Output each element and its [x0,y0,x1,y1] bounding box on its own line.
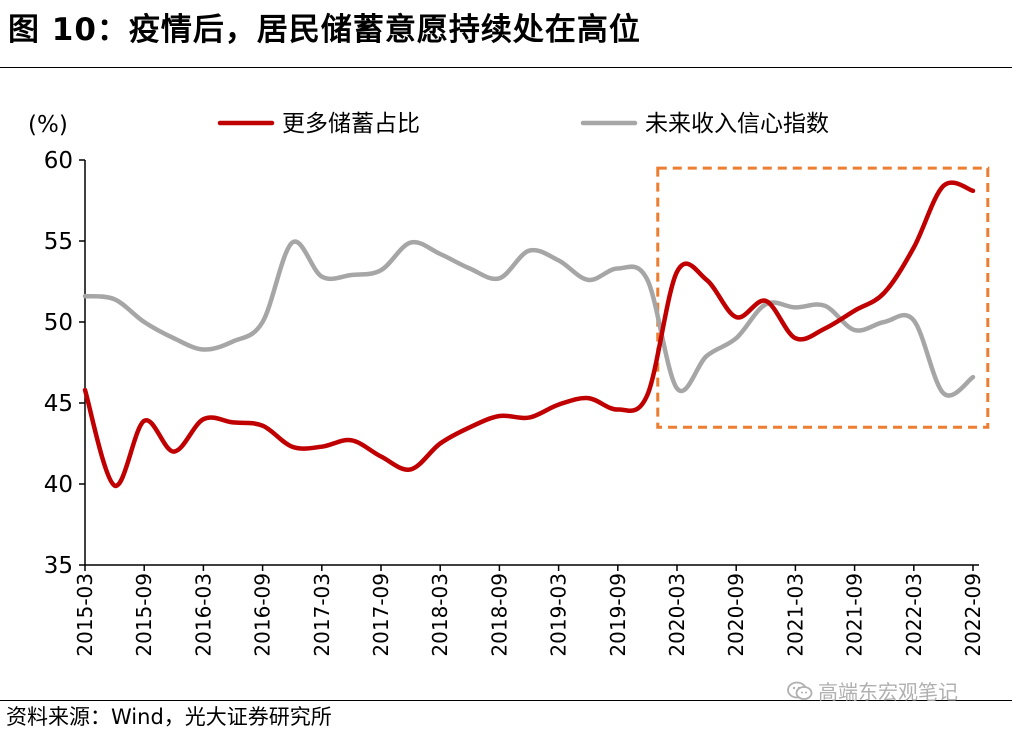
x-tick-label: 2021-03 [783,573,807,657]
y-tick-label: 45 [44,391,73,417]
x-tick-label: 2016-09 [251,573,275,657]
x-tick-label: 2020-09 [724,573,748,657]
y-tick-label: 50 [44,310,73,336]
x-tick-label: 2015-03 [73,573,97,657]
highlight-box [656,166,990,429]
x-tick-label: 2018-03 [428,573,452,657]
y-axis-unit-label: (%) [28,112,68,138]
y-tick-label: 55 [44,229,73,255]
legend-item-savings-label: 更多储蓄占比 [282,111,420,137]
y-tick-label: 60 [44,148,73,174]
x-tick-label: 2017-09 [369,573,393,657]
x-tick-label: 2022-09 [961,573,985,657]
wechat-icon [787,681,813,700]
source-divider [0,700,1012,701]
x-tick-label: 2018-09 [487,573,511,657]
watermark-text: 高端东宏观笔记 [818,680,958,704]
x-tick-label: 2019-09 [606,573,630,657]
line-chart: 35 40 45 50 55 60 (%) 2015-03 2015-09 2016-03 2016… [28,111,990,657]
figure-title: 图 10：疫情后，居民储蓄意愿持续处在高位 [8,12,641,48]
x-tick-label: 2017-03 [310,573,334,657]
title-divider [0,67,1012,68]
source-note: 资料来源：Wind，光大证券研究所 [6,705,332,729]
x-tick-label: 2020-03 [665,573,689,657]
x-tick-label: 2022-03 [902,573,926,657]
y-tick-label: 35 [44,553,73,579]
series-line-savings [82,180,976,488]
x-tick-label: 2019-03 [547,573,571,657]
watermark: 高端东宏观笔记 [786,676,958,705]
x-tick-label: 2021-09 [843,573,867,657]
x-tick-label: 2015-09 [132,573,156,657]
x-tick-label: 2016-03 [191,573,215,657]
legend-item-income-confidence-label: 未来收入信心指数 [645,111,829,137]
series-line-income-confidence [82,239,976,398]
y-tick-label: 40 [44,472,73,498]
